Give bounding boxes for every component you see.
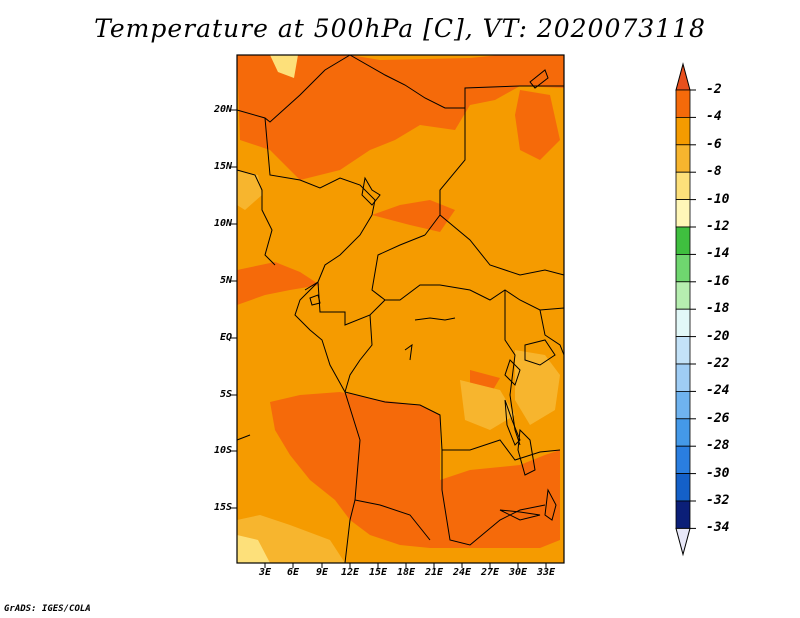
lon-label-15e: 15E	[368, 567, 388, 578]
colorbar-swatch	[675, 336, 691, 365]
colorbar-level-label: -4	[706, 109, 722, 125]
lat-label-5n: 5N	[219, 275, 232, 286]
colorbar-level-label: -2	[706, 82, 722, 97]
lat-label-20n: 20N	[213, 104, 232, 115]
colorbar-level-label: -34	[706, 520, 730, 536]
colorbar-level-label: -12	[706, 219, 730, 234]
colorbar-swatch	[675, 418, 691, 447]
colorbar-swatch	[675, 390, 691, 420]
colorbar-level-label: -18	[706, 301, 730, 317]
lon-label-18e: 18E	[396, 567, 416, 578]
country-borders	[236, 54, 565, 564]
colorbar-level-label: -10	[706, 191, 730, 207]
footer-credit: GrADS: IGES/COLA	[4, 604, 91, 614]
colorbar-level-label: -8	[706, 164, 722, 180]
lon-label-6e: 6E	[286, 567, 300, 578]
colorbar-level-label: -24	[706, 383, 730, 399]
lon-label-24e: 24E	[452, 567, 472, 578]
colorbar-swatch	[675, 281, 691, 310]
lon-label-12e: 12E	[340, 567, 360, 578]
colorbar-swatch	[675, 253, 691, 283]
colorbar-swatch	[675, 117, 691, 146]
lon-label-33e: 33E	[536, 567, 556, 578]
colorbar-level-label: -22	[706, 356, 730, 371]
pale-region	[237, 535, 270, 563]
lat-label-eq: EQ	[219, 332, 232, 343]
colorbar-swatch	[675, 171, 691, 200]
colorbar-level-label: -20	[706, 328, 730, 344]
lon-label-3e: 3E	[258, 567, 272, 578]
colorbar	[675, 62, 696, 557]
colorbar-swatch	[675, 308, 691, 338]
map-title: Temperature at 500hPa [C], VT: 202007311…	[94, 14, 706, 43]
lat-label-10n: 10N	[213, 218, 232, 229]
lon-ticks	[264, 563, 547, 568]
colorbar-swatch	[675, 473, 691, 502]
pale-region-north	[270, 55, 298, 78]
colorbar-level-label: -6	[706, 136, 722, 152]
cool-regions	[237, 170, 560, 563]
lon-label-30e: 30E	[508, 567, 528, 578]
colorbar-swatch	[675, 363, 691, 392]
map-frame	[236, 54, 565, 564]
lat-label-15s: 15S	[213, 502, 232, 513]
colorbar-level-label: -16	[706, 273, 730, 289]
lon-label-27e: 27E	[480, 567, 500, 578]
lon-label-21e: 21E	[424, 567, 444, 578]
colorbar-swatch	[675, 445, 691, 475]
lat-label-15n: 15N	[213, 161, 232, 172]
lat-label-5s: 5S	[219, 389, 232, 400]
colorbar-level-label: -26	[706, 410, 730, 426]
colorbar-level-label: -28	[706, 438, 730, 454]
lon-label-9e: 9E	[315, 567, 329, 578]
colorbar-level-label: -32	[706, 493, 730, 508]
colorbar-level-label: -30	[706, 465, 730, 481]
colorbar-swatch	[675, 500, 691, 529]
colorbar-swatch	[675, 89, 691, 118]
lat-ticks	[231, 109, 237, 509]
lat-label-10s: 10S	[213, 445, 232, 456]
colorbar-swatch	[675, 144, 691, 173]
colorbar-level-label: -14	[706, 246, 730, 262]
colorbar-top-arrow	[675, 62, 691, 91]
colorbar-bottom-arrow	[675, 527, 691, 557]
colorbar-swatch	[675, 226, 691, 255]
colorbar-swatch	[675, 199, 691, 228]
